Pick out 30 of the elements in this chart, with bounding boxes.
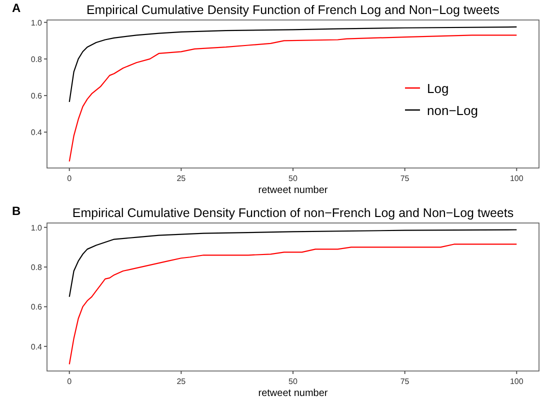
line-series xyxy=(68,26,518,103)
chart-title: Empirical Cumulative Density Function of non−French Log and Non−Log tweets xyxy=(72,206,514,220)
x-tick-label: 100 xyxy=(510,377,524,386)
x-tick-label: 25 xyxy=(176,174,186,183)
y-tick-label: 1.0 xyxy=(30,18,43,28)
text: A xyxy=(12,1,21,15)
text: B xyxy=(12,204,21,218)
y-tick-label: 0.8 xyxy=(30,54,43,64)
y-tick-label: 0.4 xyxy=(30,342,43,352)
line-series xyxy=(68,34,518,162)
legend-label: non−Log xyxy=(427,103,478,118)
y-tick-label: 0.6 xyxy=(30,302,43,312)
x-tick-label: 75 xyxy=(400,174,410,183)
x-tick-label: 50 xyxy=(288,174,298,183)
y-tick-label: 0.4 xyxy=(30,128,43,138)
x-tick-label: 0 xyxy=(67,174,72,183)
y-tick-label: 0.8 xyxy=(30,263,43,272)
y-tick-label: 0.6 xyxy=(30,92,43,101)
chart-title: Empirical Cumulative Density Function of French Log and Non−Log tweets xyxy=(86,3,500,17)
x-axis-title: retweet number xyxy=(258,388,328,399)
x-tick-label: 75 xyxy=(400,377,410,386)
line-series xyxy=(68,244,518,365)
legend-label: Log xyxy=(427,81,449,96)
x-tick-label: 25 xyxy=(176,377,186,386)
x-axis-title: retweet number xyxy=(258,185,328,196)
line-series xyxy=(68,229,518,298)
x-tick-label: 50 xyxy=(288,377,298,386)
y-tick-label: 1.0 xyxy=(30,223,43,232)
x-tick-label: 0 xyxy=(67,377,72,386)
x-tick-label: 100 xyxy=(510,174,524,183)
